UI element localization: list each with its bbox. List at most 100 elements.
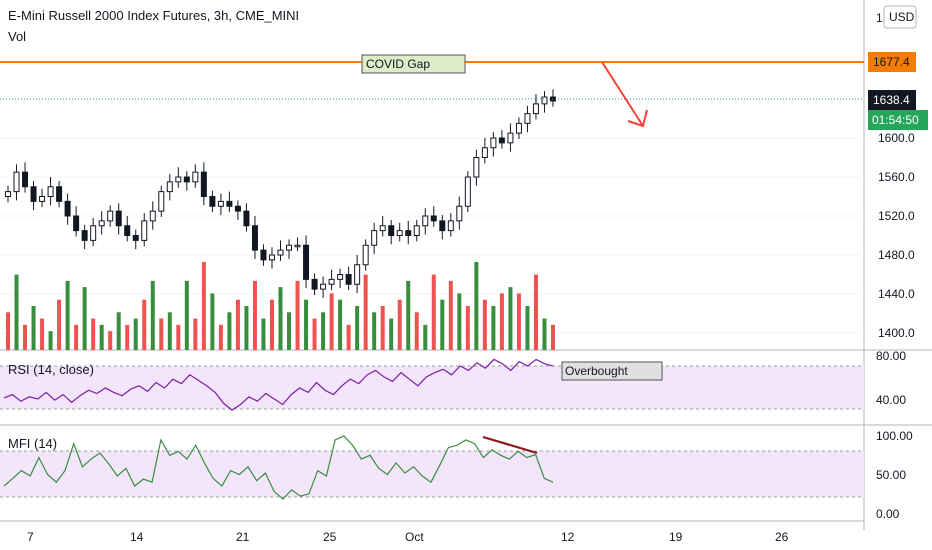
price-tick: 1520.0 — [878, 209, 915, 223]
candle-body — [490, 137, 497, 149]
volume-bar — [184, 280, 189, 350]
volume-bar — [380, 306, 385, 350]
price-tick: 1440.0 — [878, 287, 915, 301]
volume-bar — [304, 299, 309, 350]
rsi-band — [0, 366, 864, 409]
volume-bar — [551, 324, 555, 350]
candle-body — [234, 205, 241, 212]
rsi-tick: 80.00 — [876, 349, 906, 363]
volume-bar — [201, 262, 206, 350]
time-axis[interactable]: 7 14 21 25 Oct 12 19 26 — [27, 530, 789, 544]
volume-bar — [159, 318, 164, 350]
price-tick: 1400.0 — [878, 326, 915, 340]
candle-body — [192, 171, 199, 183]
volume-bar — [74, 324, 79, 350]
time-tick: Oct — [405, 530, 424, 544]
candle-body — [268, 254, 275, 261]
candle-body — [132, 235, 139, 241]
volume-bar — [91, 318, 96, 350]
mfi-tick: 0.00 — [876, 507, 900, 521]
candle-body — [200, 171, 207, 197]
candle-body — [311, 278, 318, 290]
volume-bar — [261, 318, 266, 350]
time-tick: 7 — [27, 530, 34, 544]
volume-bar — [295, 280, 300, 350]
volume-bar — [363, 274, 368, 350]
candle-body — [149, 210, 156, 222]
volume-label: Vol — [8, 29, 26, 44]
candle-body — [354, 264, 361, 285]
candle-body — [64, 200, 71, 217]
candle-body — [541, 96, 548, 105]
volume-bar — [269, 299, 274, 350]
candle-body — [507, 132, 514, 144]
candle-body — [345, 274, 352, 285]
volume-bar — [23, 324, 28, 350]
candle-body — [13, 171, 20, 193]
price-tick: 1600.0 — [878, 131, 915, 145]
volume-bar — [235, 299, 240, 350]
volume-bar — [431, 274, 436, 350]
candle-body — [141, 220, 148, 241]
candle-body — [107, 210, 114, 222]
volume-bar — [252, 280, 257, 350]
candle-body — [30, 186, 37, 202]
down-arrow-drawing[interactable] — [601, 61, 648, 128]
volume-bar — [31, 306, 36, 350]
volume-bar — [525, 306, 530, 350]
volume-bar — [210, 293, 215, 350]
currency-button[interactable]: USD — [883, 5, 917, 29]
candle-body — [379, 225, 386, 232]
mfi-divergence-line[interactable] — [482, 435, 538, 455]
volume-bar — [389, 318, 394, 350]
price-tick: 1480.0 — [878, 248, 915, 262]
mfi-pane[interactable]: MFI (14) 100.00 50.00 0.00 — [0, 429, 913, 521]
overbought-annotation[interactable]: Overbought — [561, 361, 663, 381]
volume-bar — [321, 312, 326, 350]
candle-body — [439, 220, 446, 232]
volume-bar — [142, 299, 147, 350]
candle-body — [362, 244, 369, 266]
volume-bar — [372, 312, 377, 350]
volume-bar — [133, 318, 138, 350]
volume-bar — [99, 324, 104, 350]
volume-bar — [278, 287, 283, 350]
time-tick: 25 — [323, 530, 337, 544]
candle-body — [422, 215, 429, 227]
rsi-pane[interactable]: RSI (14, close) Overbought 80.00 40.00 — [0, 349, 906, 411]
candle-body — [158, 191, 165, 212]
candle-body — [56, 186, 63, 202]
volume-bar — [82, 287, 87, 350]
candle-body — [481, 147, 488, 158]
svg-text:1677.4: 1677.4 — [873, 55, 910, 69]
candle-body — [124, 225, 131, 236]
volume-bar — [491, 306, 496, 350]
price-tick: 1560.0 — [878, 170, 915, 184]
resistance-price-badge: 1677.4 — [868, 52, 916, 72]
time-tick: 14 — [130, 530, 144, 544]
svg-text:1638.4: 1638.4 — [873, 93, 910, 107]
candle-body — [430, 215, 437, 222]
covid-gap-annotation[interactable]: COVID Gap — [361, 54, 466, 74]
volume-bar — [482, 299, 487, 350]
candle-body — [81, 230, 88, 241]
candle-body — [47, 186, 54, 197]
currency-label: USD — [889, 10, 915, 24]
volume-bar — [329, 293, 334, 350]
volume-bar — [465, 306, 470, 350]
candle-body — [303, 244, 310, 280]
candle-body — [98, 220, 105, 227]
candle-body — [243, 210, 250, 227]
mfi-band — [0, 451, 864, 497]
volume-bar — [542, 318, 547, 350]
candle-body — [473, 157, 480, 178]
overbought-label: Overbought — [565, 364, 628, 378]
candle-body — [115, 210, 122, 227]
mfi-label: MFI (14) — [8, 436, 57, 451]
price-pane[interactable]: COVID Gap E-Mini Russell 2000 Index Futu… — [0, 8, 864, 350]
volume-bar — [312, 318, 317, 350]
volume-bar — [338, 299, 343, 350]
price-axis[interactable]: 1 USD 1600.0 1560.0 1520.0 1480.0 1440.0… — [868, 5, 928, 340]
bar-countdown-badge: 01:54:50 — [868, 110, 928, 130]
volume-bar — [14, 274, 19, 350]
